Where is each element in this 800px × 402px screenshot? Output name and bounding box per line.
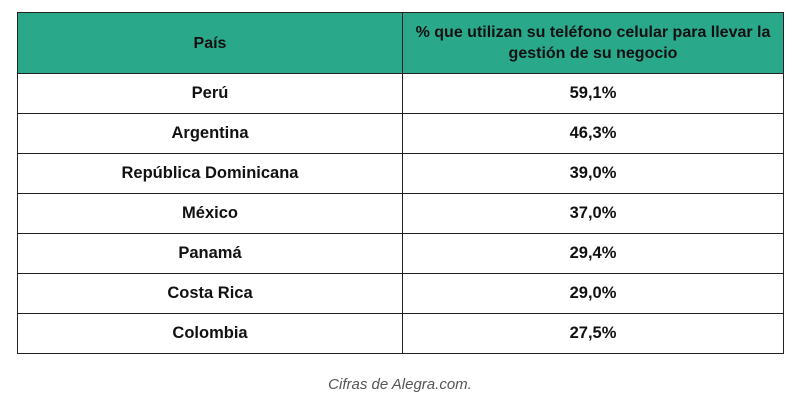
data-table: País % que utilizan su teléfono celular … — [17, 12, 784, 354]
cell-country: Perú — [17, 73, 403, 114]
table-row: República Dominicana 39,0% — [17, 153, 784, 194]
cell-country: República Dominicana — [17, 153, 403, 194]
cell-country: Panamá — [17, 233, 403, 274]
cell-percentage: 39,0% — [402, 153, 784, 194]
cell-percentage: 27,5% — [402, 313, 784, 354]
data-table-container: País % que utilizan su teléfono celular … — [17, 12, 784, 354]
table-row: Costa Rica 29,0% — [17, 273, 784, 314]
header-percentage: % que utilizan su teléfono celular para … — [402, 12, 784, 74]
cell-country: Costa Rica — [17, 273, 403, 314]
cell-country: México — [17, 193, 403, 234]
cell-country: Argentina — [17, 113, 403, 154]
table-row: Argentina 46,3% — [17, 113, 784, 154]
cell-percentage: 59,1% — [402, 73, 784, 114]
table-row: Colombia 27,5% — [17, 313, 784, 354]
table-row: Perú 59,1% — [17, 73, 784, 114]
table-header-row: País % que utilizan su teléfono celular … — [17, 12, 784, 74]
header-country: País — [17, 12, 403, 74]
table-row: Panamá 29,4% — [17, 233, 784, 274]
source-caption: Cifras de Alegra.com. — [328, 376, 472, 393]
cell-percentage: 29,4% — [402, 233, 784, 274]
cell-percentage: 29,0% — [402, 273, 784, 314]
cell-percentage: 37,0% — [402, 193, 784, 234]
cell-country: Colombia — [17, 313, 403, 354]
table-row: México 37,0% — [17, 193, 784, 234]
cell-percentage: 46,3% — [402, 113, 784, 154]
